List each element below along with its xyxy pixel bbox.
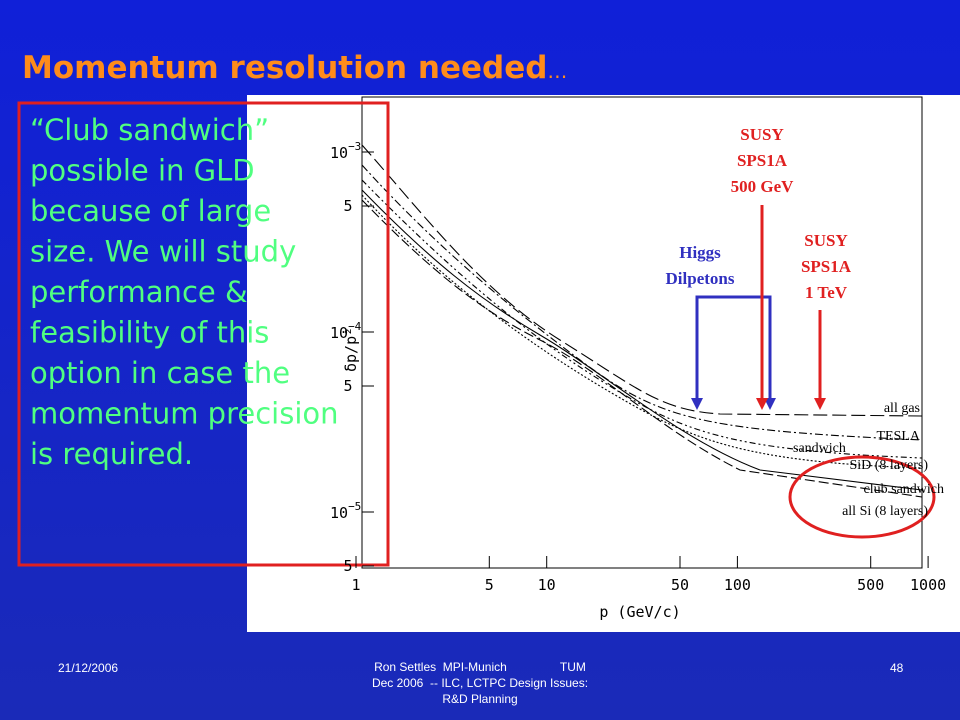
callout-line: possible in GLD (30, 154, 255, 188)
callout-line: size. We will study (30, 235, 296, 269)
higgs-arrows (695, 295, 772, 405)
curve-tesla (361, 164, 923, 441)
slide-title: Momentum resolution needed… (22, 50, 567, 86)
footer-date: 21/12/2006 (58, 661, 118, 675)
x-tick-label: 100 (724, 576, 751, 594)
curve-club-sandwich (361, 189, 923, 491)
y-axis-label: δp/p² (342, 327, 360, 372)
x-tick-label: 5 (485, 576, 494, 594)
susy-500-label: SPS1A (737, 151, 788, 170)
curve-all-si (361, 199, 923, 498)
callout-line: is required. (30, 437, 193, 471)
footer-center: Ron Settles MPI-Munich TUM (374, 660, 586, 674)
x-tick-label: 10 (538, 576, 556, 594)
curve-sid (361, 194, 923, 469)
y-tick-label: 5 (343, 197, 352, 215)
susy-500-label: 500 GeV (731, 177, 795, 196)
footer-center: Dec 2006 -- ILC, LCTPC Design Issues: (372, 676, 588, 690)
callout-line: feasibility of this (30, 316, 269, 350)
callout-line: option in case the (30, 356, 290, 390)
y-tick-label: 5 (343, 377, 352, 395)
tick-base: 10 (330, 324, 348, 342)
curves (361, 144, 923, 498)
y-tick-label: 10−3 (330, 140, 361, 162)
x-axis-label: p (GeV/c) (599, 603, 680, 621)
susy-1tev-label: 1 TeV (805, 283, 848, 302)
y-tick-label: 10−4 (330, 320, 362, 342)
x-tick-label: 50 (671, 576, 689, 594)
susy-arrowheads (756, 398, 826, 410)
curve-all-gas (361, 144, 923, 417)
footer-center: R&D Planning (442, 692, 517, 706)
highlight-ellipse (788, 455, 936, 539)
tick-exp: −3 (348, 140, 361, 153)
footer-page: 48 (890, 661, 904, 675)
callout-line: because of large (30, 194, 271, 228)
higgs-bracket (695, 295, 772, 405)
callout-line: momentum precision (30, 397, 339, 431)
tick-base: 10 (330, 504, 348, 522)
callout-box (17, 101, 390, 567)
curve-label: SiD (8 layers) (849, 458, 928, 473)
callout-line: performance & (30, 275, 248, 309)
curve-label: club sandwich (864, 482, 944, 497)
susy-1tev-label: SPS1A (801, 257, 852, 276)
higgs-label: Higgs (679, 243, 721, 262)
curve-label: TESLA (876, 429, 920, 444)
tick-exp: −5 (348, 500, 361, 513)
curve-label: sandwich (793, 441, 846, 456)
susy-1tev-label: SUSY (804, 231, 847, 250)
tick-base: 10 (330, 144, 348, 162)
title-text: Momentum resolution needed (22, 50, 547, 86)
x-tick-label: 500 (857, 576, 884, 594)
title-ellipsis: … (547, 59, 567, 83)
callout-line: “Club sandwich” (30, 113, 269, 147)
y-tick-label: 10−5 (330, 500, 361, 522)
tick-exp: −4 (348, 320, 362, 333)
susy-arrows (760, 205, 822, 400)
curve-label: all Si (8 layers) (842, 504, 928, 519)
x-tick-label: 1 (351, 576, 360, 594)
higgs-arrowheads (691, 398, 776, 410)
susy-500-label: SUSY (740, 125, 783, 144)
curve-label: all gas (884, 401, 920, 416)
higgs-label: Dilpetons (666, 269, 735, 288)
y-tick-label: 5 (343, 557, 352, 575)
x-tick-label: 1000 (910, 576, 946, 594)
